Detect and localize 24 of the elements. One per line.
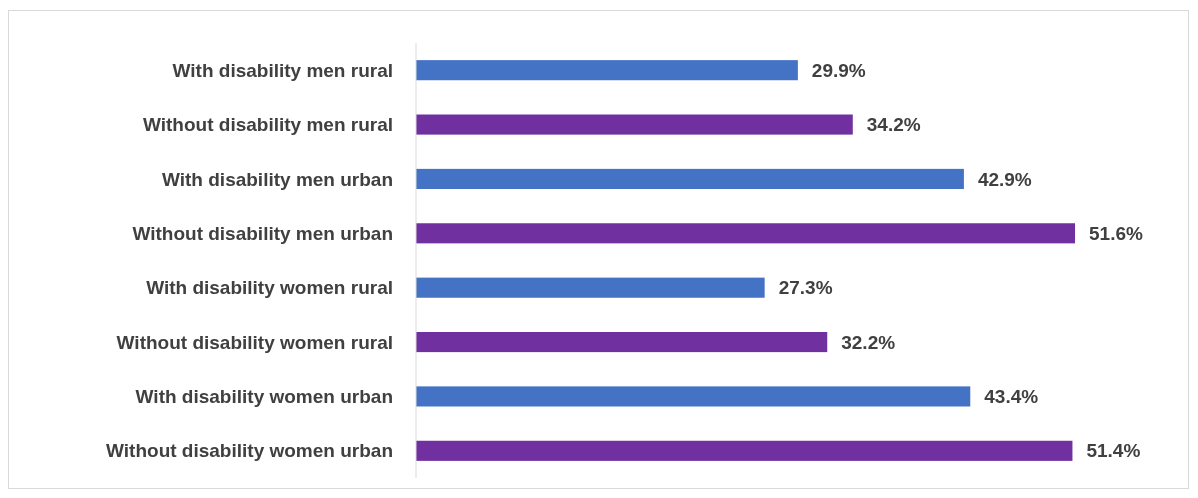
y-tick-label: With disability men rural — [172, 59, 393, 81]
data-label: 34.2% — [866, 114, 921, 136]
data-label: 43.4% — [984, 386, 1039, 408]
data-label: 51.6% — [1089, 222, 1143, 244]
bar — [416, 277, 765, 298]
y-tick-label: Without disability women rural — [116, 331, 393, 353]
y-tick-label: Without disability women urban — [106, 440, 393, 462]
bar — [416, 168, 964, 189]
data-label: 27.3% — [778, 277, 833, 299]
y-tick-label: With disability women urban — [135, 386, 393, 408]
data-label: 32.2% — [841, 331, 896, 353]
y-tick-label: With disability men urban — [161, 168, 393, 190]
bar — [416, 440, 1073, 461]
bar — [416, 114, 853, 135]
y-tick-label: With disability women rural — [146, 277, 393, 299]
data-label: 42.9% — [977, 168, 1032, 190]
data-label: 29.9% — [811, 59, 866, 81]
y-tick-label: Without disability men rural — [142, 114, 393, 136]
data-label: 51.4% — [1086, 440, 1141, 462]
y-tick-label: Without disability men urban — [132, 222, 393, 244]
bar — [416, 60, 798, 81]
bar — [416, 332, 828, 353]
bar — [416, 386, 971, 407]
bar — [416, 223, 1075, 244]
